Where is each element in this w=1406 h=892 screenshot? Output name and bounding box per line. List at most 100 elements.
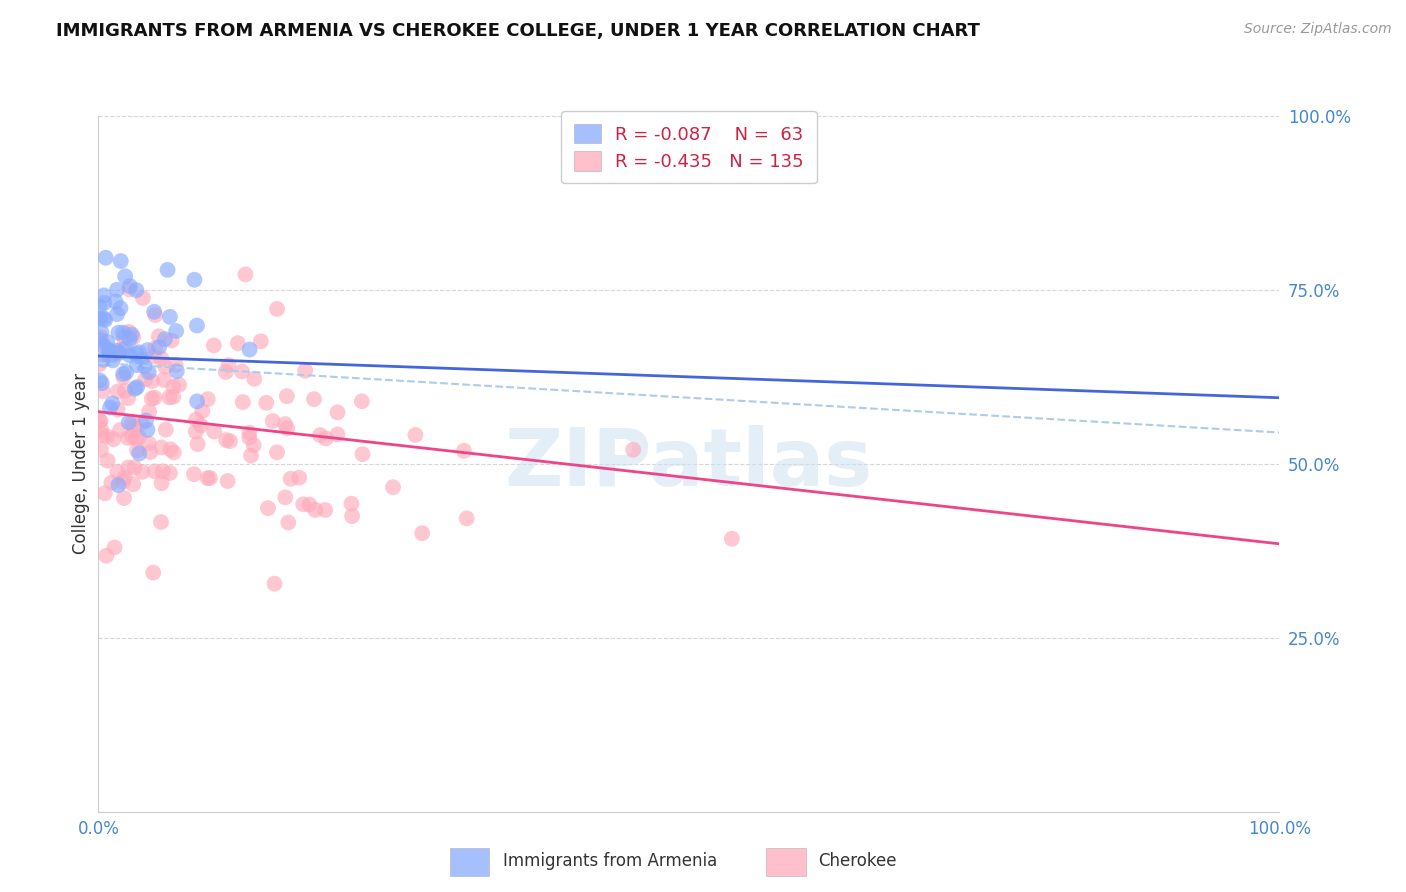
Point <box>162 380 184 394</box>
Point <box>122 330 145 344</box>
Point <box>91 337 114 351</box>
Point <box>118 282 141 296</box>
Point <box>186 394 208 409</box>
Point <box>238 425 260 440</box>
Point <box>93 296 115 310</box>
Point <box>89 414 111 428</box>
Point <box>128 446 150 460</box>
Point <box>105 283 128 297</box>
Point <box>288 471 311 485</box>
Point <box>118 325 141 339</box>
Point <box>112 326 135 340</box>
Point <box>117 431 139 445</box>
Point <box>128 345 150 359</box>
Point <box>114 384 136 398</box>
Point <box>112 331 135 345</box>
Point <box>217 474 239 488</box>
Point <box>152 373 174 387</box>
Point <box>101 353 124 368</box>
Point <box>118 279 141 293</box>
Point <box>91 428 114 442</box>
Point <box>231 364 253 378</box>
Point <box>149 515 172 529</box>
Point <box>215 433 238 447</box>
Point <box>90 330 112 344</box>
Point <box>404 428 426 442</box>
Point <box>93 311 115 326</box>
Point <box>107 326 129 340</box>
Point <box>266 301 288 316</box>
Point <box>90 376 112 391</box>
Point <box>621 442 644 457</box>
Point <box>315 431 337 445</box>
Point <box>138 436 160 450</box>
Text: Cherokee: Cherokee <box>818 852 897 870</box>
Point <box>143 341 166 355</box>
Legend: R = -0.087    N =  63, R = -0.435   N = 135: R = -0.087 N = 63, R = -0.435 N = 135 <box>561 112 817 184</box>
Point <box>96 429 118 443</box>
Point <box>89 373 111 387</box>
Point <box>143 391 166 405</box>
Point <box>114 470 136 484</box>
Point <box>166 364 188 378</box>
Point <box>250 334 273 349</box>
Point <box>382 480 405 494</box>
Point <box>280 472 302 486</box>
FancyBboxPatch shape <box>450 848 489 876</box>
Point <box>238 343 260 357</box>
Point <box>138 365 160 379</box>
Point <box>254 396 277 410</box>
Point <box>94 251 117 265</box>
Point <box>186 318 208 333</box>
Point <box>89 414 111 428</box>
Point <box>134 372 156 386</box>
Point <box>150 351 173 366</box>
Point <box>125 346 148 360</box>
Point <box>128 430 150 444</box>
Point <box>263 576 285 591</box>
Point <box>98 343 121 358</box>
Point <box>124 460 146 475</box>
Point <box>110 254 132 268</box>
Point <box>90 442 112 457</box>
Point <box>148 329 170 343</box>
Point <box>108 423 131 437</box>
Point <box>157 390 180 404</box>
Point <box>96 334 118 349</box>
Point <box>274 417 297 431</box>
Point <box>326 427 349 442</box>
Point <box>112 370 135 384</box>
Point <box>110 301 132 315</box>
Point <box>159 310 181 324</box>
Point <box>118 415 141 429</box>
Point <box>148 340 170 354</box>
Point <box>89 311 111 326</box>
Point <box>107 384 129 399</box>
Point <box>122 477 145 491</box>
Point <box>266 445 288 459</box>
Point <box>136 423 159 437</box>
Point <box>184 412 207 426</box>
Point <box>98 401 121 415</box>
Point <box>121 327 143 342</box>
Point <box>124 420 146 434</box>
Point <box>183 273 205 287</box>
Point <box>134 359 156 374</box>
Point <box>202 338 225 352</box>
Point <box>112 475 135 489</box>
Point <box>143 464 166 478</box>
Text: Source: ZipAtlas.com: Source: ZipAtlas.com <box>1244 22 1392 37</box>
Point <box>156 263 179 277</box>
Point <box>721 532 744 546</box>
Point <box>138 404 160 418</box>
Point <box>117 391 139 405</box>
Point <box>219 434 242 449</box>
Point <box>103 432 125 446</box>
Point <box>131 465 153 479</box>
Point <box>257 501 280 516</box>
Point <box>100 475 122 490</box>
Point <box>107 402 129 417</box>
Point <box>89 357 111 371</box>
Point <box>125 380 148 394</box>
Point <box>197 471 219 485</box>
